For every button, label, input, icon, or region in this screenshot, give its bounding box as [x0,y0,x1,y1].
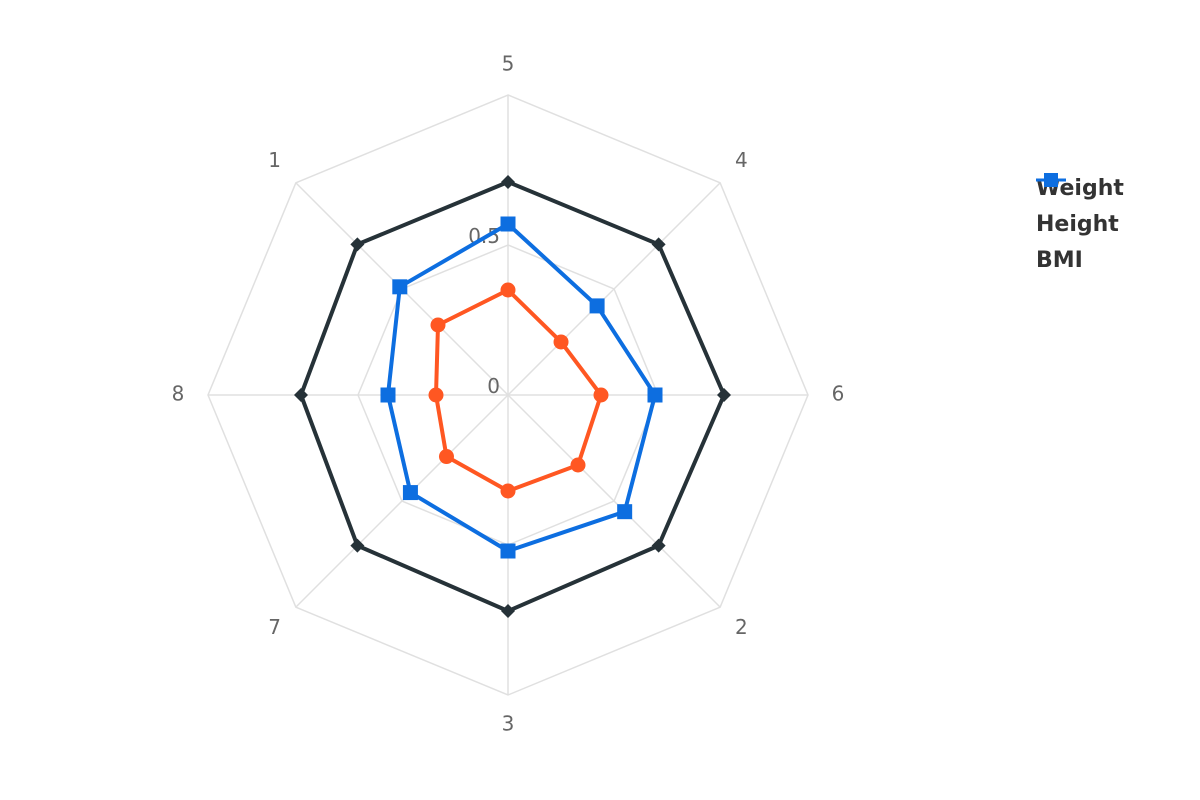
category-label-6: 6 [832,382,845,406]
chart-legend: Weight Height BMI [1036,170,1186,278]
data-point-height-6 [717,388,731,402]
data-point-weight-4 [553,334,569,350]
category-label-3: 3 [502,712,515,736]
category-label-8: 8 [172,382,185,406]
data-point-weight-6 [593,387,609,403]
grid-spoke-7 [295,394,509,608]
series-weight [428,282,609,499]
data-point-bmi-5 [500,216,516,232]
category-labels: 5 4 6 2 3 7 8 1 [172,52,845,736]
series-bmi [380,216,663,559]
data-point-height-1 [350,237,365,252]
grid-spoke-4 [507,182,721,396]
category-label-1: 1 [268,148,281,172]
category-label-7: 7 [268,615,281,639]
legend-item-bmi[interactable]: BMI [1036,173,1186,278]
data-point-weight-2 [570,457,586,473]
data-point-weight-1 [430,317,446,333]
data-point-bmi-4 [589,298,605,314]
data-point-weight-5 [500,282,516,298]
data-point-bmi-1 [392,279,408,295]
data-point-weight-7 [438,449,454,465]
data-point-height-8 [294,388,308,402]
data-point-bmi-7 [402,485,418,501]
radial-tick-label: 0 [487,374,500,398]
data-point-height-5 [501,175,515,189]
category-label-5: 5 [502,52,515,76]
data-point-bmi-3 [500,543,516,559]
data-point-weight-8 [428,387,444,403]
category-label-4: 4 [735,148,748,172]
legend-label-bmi: BMI [1036,247,1083,273]
data-point-bmi-8 [380,387,396,403]
series-height [294,175,731,618]
legend-label-height: Height [1036,211,1119,237]
data-point-weight-3 [500,483,516,499]
square-marker-icon [1036,173,1066,187]
data-point-height-7 [350,538,365,553]
data-point-height-4 [651,237,666,252]
data-point-height-2 [651,538,666,553]
legend-item-height[interactable]: Height [1036,173,1186,242]
data-point-bmi-6 [647,387,663,403]
data-point-bmi-2 [617,504,633,520]
data-point-height-3 [501,604,515,618]
category-label-2: 2 [735,615,748,639]
grid-spoke-2 [507,394,721,608]
